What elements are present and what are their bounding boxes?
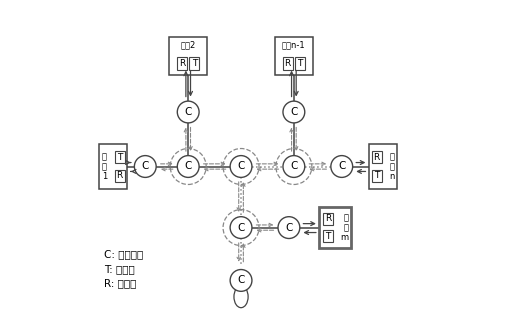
Text: C: C [184, 162, 192, 171]
Text: R: R [373, 153, 380, 162]
Circle shape [283, 156, 305, 177]
FancyBboxPatch shape [320, 207, 351, 248]
Text: 节
点
n: 节 点 n [389, 152, 394, 181]
Text: T: T [192, 59, 197, 68]
Circle shape [134, 156, 156, 177]
Text: 节点2: 节点2 [181, 40, 196, 49]
Text: 节
点
m: 节 点 m [340, 213, 348, 242]
Ellipse shape [234, 286, 248, 308]
Circle shape [283, 101, 305, 123]
FancyBboxPatch shape [283, 57, 292, 70]
Text: 节点n-1: 节点n-1 [282, 40, 306, 49]
Circle shape [331, 156, 353, 177]
Text: C: C [142, 162, 149, 171]
Text: T: T [374, 171, 379, 180]
Circle shape [177, 156, 199, 177]
Text: C: C [237, 222, 245, 232]
FancyBboxPatch shape [169, 37, 207, 75]
FancyBboxPatch shape [369, 144, 397, 189]
FancyBboxPatch shape [275, 37, 313, 75]
Text: C: C [290, 162, 298, 171]
Text: R: R [325, 214, 331, 223]
Text: C: 光环行器
T: 发送器
R: 接收器: C: 光环行器 T: 发送器 R: 接收器 [104, 249, 143, 289]
FancyBboxPatch shape [323, 213, 333, 225]
Text: T: T [326, 232, 331, 241]
FancyBboxPatch shape [115, 170, 124, 182]
Text: C: C [285, 222, 292, 232]
Circle shape [230, 156, 252, 177]
Circle shape [177, 101, 199, 123]
Circle shape [230, 269, 252, 291]
Text: R: R [117, 171, 123, 180]
Circle shape [230, 217, 252, 238]
Text: C: C [338, 162, 345, 171]
FancyBboxPatch shape [372, 170, 382, 182]
Text: T: T [117, 153, 122, 162]
Text: T: T [297, 59, 303, 68]
Circle shape [278, 217, 300, 238]
Text: R: R [285, 59, 291, 68]
FancyBboxPatch shape [372, 151, 382, 163]
Text: 节
点
1: 节 点 1 [102, 152, 107, 181]
Text: R: R [179, 59, 185, 68]
FancyBboxPatch shape [323, 230, 333, 242]
Text: C: C [237, 162, 245, 171]
FancyBboxPatch shape [190, 57, 200, 70]
FancyBboxPatch shape [177, 57, 187, 70]
Text: C: C [290, 107, 298, 117]
Text: C: C [237, 275, 245, 285]
FancyBboxPatch shape [99, 144, 127, 189]
FancyBboxPatch shape [295, 57, 305, 70]
FancyBboxPatch shape [115, 151, 124, 163]
Text: C: C [184, 107, 192, 117]
